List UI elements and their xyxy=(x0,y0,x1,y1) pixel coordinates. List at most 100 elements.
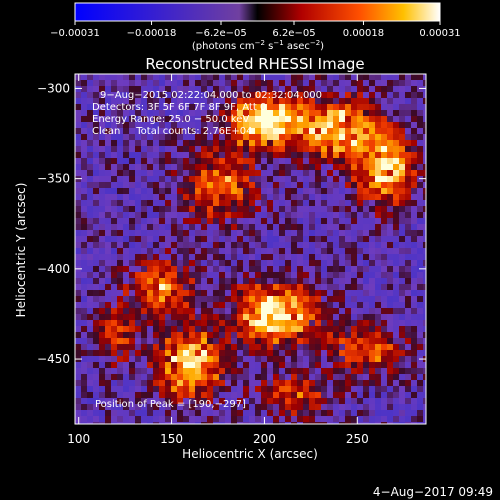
heatmap-cell xyxy=(93,296,99,302)
heatmap-cell xyxy=(411,116,417,122)
heatmap-cell xyxy=(351,260,357,266)
heatmap-cell xyxy=(207,350,213,356)
heatmap-cell xyxy=(267,116,273,122)
heatmap-cell xyxy=(267,188,273,194)
heatmap-cell xyxy=(99,416,105,422)
heatmap-cell xyxy=(153,308,159,314)
heatmap-cell xyxy=(423,128,426,134)
heatmap-cell xyxy=(279,272,285,278)
heatmap-cell xyxy=(357,206,363,212)
heatmap-cell xyxy=(207,158,213,164)
heatmap-cell xyxy=(147,170,153,176)
heatmap-cell xyxy=(339,194,345,200)
heatmap-cell xyxy=(333,404,339,410)
heatmap-cell xyxy=(411,350,417,356)
heatmap-cell xyxy=(291,404,297,410)
heatmap-cell xyxy=(261,320,267,326)
heatmap-cell xyxy=(105,416,111,422)
heatmap-cell xyxy=(237,368,243,374)
heatmap-cell xyxy=(225,326,231,332)
heatmap-cell xyxy=(117,302,123,308)
heatmap-cell xyxy=(231,86,237,92)
heatmap-cell xyxy=(243,200,249,206)
heatmap-cell xyxy=(81,164,87,170)
heatmap-cell xyxy=(165,260,171,266)
heatmap-cell xyxy=(117,320,123,326)
heatmap-cell xyxy=(321,422,327,424)
heatmap-cell xyxy=(297,272,303,278)
heatmap-cell xyxy=(345,356,351,362)
heatmap-cell xyxy=(81,260,87,266)
heatmap-cell xyxy=(321,302,327,308)
heatmap-cell xyxy=(411,416,417,422)
heatmap-cell xyxy=(81,392,87,398)
heatmap-cell xyxy=(117,332,123,338)
heatmap-cell xyxy=(81,326,87,332)
heatmap-cell xyxy=(315,146,321,152)
heatmap-cell xyxy=(327,122,333,128)
heatmap-cell xyxy=(195,146,201,152)
heatmap-cell xyxy=(75,104,81,110)
heatmap-cell xyxy=(225,110,231,116)
heatmap-cell xyxy=(195,260,201,266)
heatmap-cell xyxy=(279,140,285,146)
heatmap-cell xyxy=(93,272,99,278)
heatmap-cell xyxy=(117,200,123,206)
heatmap-cell xyxy=(357,230,363,236)
heatmap-cell xyxy=(165,254,171,260)
heatmap-cell xyxy=(195,194,201,200)
heatmap-cell xyxy=(99,92,105,98)
heatmap-cell xyxy=(117,374,123,380)
heatmap-cell xyxy=(399,182,405,188)
heatmap-cell xyxy=(129,110,135,116)
heatmap-cell xyxy=(321,110,327,116)
heatmap-cell xyxy=(327,128,333,134)
heatmap-cell xyxy=(327,92,333,98)
annotation-energy: Energy Range: 25.0 − 50.0 keV xyxy=(92,114,249,125)
heatmap-cell xyxy=(165,344,171,350)
heatmap-cell xyxy=(279,356,285,362)
heatmap-cell xyxy=(255,206,261,212)
heatmap-cell xyxy=(243,290,249,296)
heatmap-cell xyxy=(237,332,243,338)
heatmap-cell xyxy=(189,278,195,284)
heatmap-cell xyxy=(117,170,123,176)
heatmap-cell xyxy=(309,200,315,206)
heatmap-cell xyxy=(261,314,267,320)
heatmap-cell xyxy=(399,206,405,212)
heatmap-cell xyxy=(141,416,147,422)
heatmap-cell xyxy=(177,74,183,80)
heatmap-cell xyxy=(255,218,261,224)
heatmap-cell xyxy=(417,332,423,338)
heatmap-cell xyxy=(75,92,81,98)
heatmap-cell xyxy=(81,422,87,424)
heatmap-cell xyxy=(255,134,261,140)
heatmap-cell xyxy=(231,176,237,182)
heatmap-cell xyxy=(393,248,399,254)
heatmap-cell xyxy=(123,260,129,266)
heatmap-cell xyxy=(201,368,207,374)
heatmap-cell xyxy=(177,230,183,236)
heatmap-cell xyxy=(153,284,159,290)
heatmap-cell xyxy=(249,398,255,404)
heatmap-cell xyxy=(135,158,141,164)
heatmap-cell xyxy=(387,332,393,338)
heatmap-cell xyxy=(309,98,315,104)
heatmap-cell xyxy=(177,374,183,380)
heatmap-cell xyxy=(297,284,303,290)
heatmap-cell xyxy=(243,218,249,224)
heatmap-cell xyxy=(309,158,315,164)
heatmap-cell xyxy=(381,356,387,362)
heatmap-cell xyxy=(261,308,267,314)
heatmap-cell xyxy=(207,218,213,224)
heatmap-cell xyxy=(165,128,171,134)
heatmap-cell xyxy=(123,206,129,212)
heatmap-cell xyxy=(369,128,375,134)
heatmap-cell xyxy=(327,194,333,200)
heatmap-cell xyxy=(351,236,357,242)
heatmap-cell xyxy=(87,314,93,320)
heatmap-cell xyxy=(201,248,207,254)
heatmap-cell xyxy=(165,170,171,176)
heatmap-cell xyxy=(387,242,393,248)
heatmap-cell xyxy=(405,182,411,188)
